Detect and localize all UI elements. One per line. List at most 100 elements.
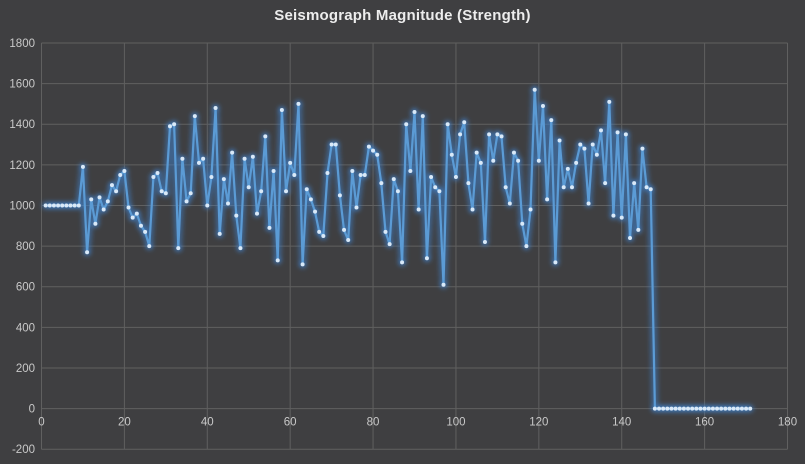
data-point-marker: [735, 406, 740, 411]
x-axis-tick-label: 20: [118, 417, 131, 429]
data-point-marker: [47, 203, 52, 208]
data-point-marker: [391, 177, 396, 182]
data-point-marker: [640, 146, 645, 151]
data-point-marker: [284, 189, 289, 194]
data-point-marker: [325, 170, 330, 175]
data-point-marker: [470, 207, 475, 212]
x-axis-tick-label: 0: [38, 417, 44, 429]
y-axis-tick-label: -200: [12, 444, 35, 456]
data-point-marker: [143, 229, 148, 234]
x-axis-tick-label: 160: [695, 417, 714, 429]
data-point-marker: [458, 132, 463, 137]
data-point-marker: [416, 207, 421, 212]
data-point-marker: [118, 173, 123, 178]
x-axis-tick-label: 180: [778, 417, 797, 429]
data-point-marker: [677, 406, 682, 411]
data-point-marker: [520, 221, 525, 226]
data-point-marker: [681, 406, 686, 411]
data-point-marker: [255, 211, 260, 216]
data-point-marker: [196, 160, 201, 165]
series-markers: [43, 87, 753, 411]
data-point-marker: [354, 205, 359, 210]
data-point-marker: [628, 235, 633, 240]
data-point-marker: [51, 203, 56, 208]
data-point-marker: [404, 122, 409, 127]
data-point-marker: [710, 406, 715, 411]
data-point-marker: [615, 130, 620, 135]
data-point-marker: [466, 181, 471, 186]
data-point-marker: [731, 406, 736, 411]
y-axis-tick-label: 1000: [9, 200, 35, 212]
data-point-marker: [313, 209, 318, 214]
data-point-marker: [263, 134, 268, 139]
data-point-marker: [43, 203, 48, 208]
data-point-marker: [114, 189, 119, 194]
data-point-marker: [308, 197, 313, 202]
data-point-marker: [507, 201, 512, 206]
data-point-marker: [565, 166, 570, 171]
data-point-marker: [449, 152, 454, 157]
data-point-marker: [279, 108, 284, 113]
data-point-marker: [68, 203, 73, 208]
data-point-marker: [304, 187, 309, 192]
data-point-marker: [586, 201, 591, 206]
series-glow: [41, 85, 754, 413]
data-point-marker: [155, 170, 160, 175]
data-point-marker: [138, 223, 143, 228]
data-point-marker: [511, 150, 516, 155]
data-point-marker: [226, 201, 230, 206]
y-axis-tick-label: 200: [16, 363, 35, 375]
data-point-marker: [172, 122, 177, 127]
data-point-marker: [375, 152, 380, 157]
data-point-marker: [557, 138, 562, 143]
x-axis-tick-label: 120: [529, 417, 548, 429]
data-point-marker: [134, 211, 139, 216]
data-point-marker: [665, 406, 670, 411]
data-point-marker: [246, 185, 251, 190]
data-point-marker: [213, 105, 218, 110]
data-point-marker: [623, 132, 628, 137]
data-point-marker: [234, 213, 239, 218]
data-point-marker: [267, 225, 272, 230]
data-point-marker: [528, 207, 533, 212]
data-point-marker: [333, 142, 338, 147]
data-point-marker: [474, 150, 479, 155]
data-point-marker: [337, 193, 342, 198]
data-point-marker: [636, 227, 641, 232]
data-point-marker: [366, 144, 371, 149]
data-point-marker: [540, 103, 545, 108]
data-point-marker: [433, 185, 438, 190]
data-point-marker: [702, 406, 707, 411]
data-point-marker: [719, 406, 724, 411]
data-point-marker: [429, 175, 434, 180]
data-point-marker: [408, 168, 413, 173]
data-point-marker: [358, 173, 363, 178]
data-point-marker: [715, 406, 720, 411]
data-point-marker: [582, 146, 587, 151]
data-point-marker: [292, 173, 297, 178]
data-point-marker: [657, 406, 662, 411]
data-point-marker: [93, 221, 98, 226]
data-point-marker: [126, 205, 131, 210]
data-point-marker: [217, 231, 222, 236]
y-axis-tick-label: 800: [16, 241, 35, 253]
data-point-marker: [242, 156, 247, 161]
data-point-marker: [478, 160, 483, 165]
data-point-marker: [176, 246, 181, 251]
data-point-marker: [574, 160, 579, 165]
data-point-marker: [545, 197, 550, 202]
data-point-marker: [648, 187, 653, 192]
y-axis-tick-label: 1400: [9, 119, 35, 131]
data-point-marker: [561, 185, 566, 190]
data-point-marker: [379, 181, 384, 186]
x-axis-tick-label: 100: [446, 417, 465, 429]
data-point-marker: [445, 122, 450, 127]
data-point-marker: [250, 154, 255, 159]
data-point-marker: [60, 203, 65, 208]
data-point-marker: [188, 191, 193, 196]
data-point-marker: [723, 406, 728, 411]
data-point-marker: [420, 114, 425, 119]
x-axis-tick-label: 60: [284, 417, 297, 429]
